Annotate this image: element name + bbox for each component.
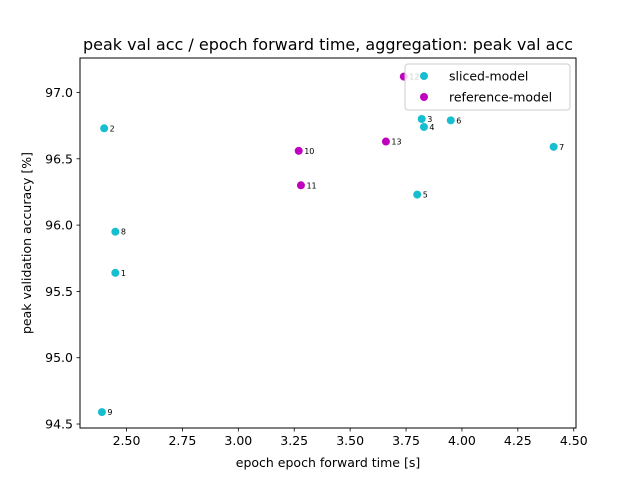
data-point [419, 122, 428, 131]
x-tick-label: 3.00 [224, 433, 252, 448]
y-axis-label: peak validation accuracy [%] [19, 152, 34, 334]
x-tick-label: 2.50 [113, 433, 141, 448]
x-tick-label: 4.50 [560, 433, 588, 448]
plot-frame [79, 57, 577, 429]
data-point-label: 2 [110, 124, 115, 133]
data-point-label: 8 [121, 228, 126, 237]
legend-box [404, 63, 571, 111]
data-point [417, 115, 426, 124]
data-point-label: 7 [559, 143, 564, 152]
x-tick-label: 2.75 [168, 433, 196, 448]
x-tick-label: 4.00 [448, 433, 476, 448]
data-point [296, 181, 305, 190]
y-axis: 94.5 95.0 95.5 96.0 96.5 97.0 [45, 85, 80, 432]
legend-marker [420, 93, 428, 101]
data-point [381, 137, 390, 146]
data-point-label: 1 [121, 269, 126, 278]
x-tick-label: 3.50 [336, 433, 364, 448]
y-tick-label: 94.5 [45, 417, 73, 432]
data-point-label: 11 [306, 181, 316, 190]
y-tick-label: 96.0 [45, 218, 73, 233]
y-tick-label: 95.5 [45, 284, 73, 299]
data-point [549, 142, 558, 151]
legend-label: reference-model [449, 90, 552, 105]
data-point-label: 3 [427, 115, 432, 124]
x-tick-label: 4.25 [504, 433, 532, 448]
data-point-label: 9 [107, 408, 112, 417]
data-point-label: 6 [456, 116, 461, 125]
y-tick-label: 97.0 [45, 85, 73, 100]
data-point [100, 124, 109, 133]
data-point-label: 4 [429, 123, 434, 132]
data-point [294, 146, 303, 155]
data-point [413, 190, 422, 199]
y-tick-label: 96.5 [45, 151, 73, 166]
data-point [446, 116, 455, 125]
data-point [111, 268, 120, 277]
data-point [97, 408, 106, 417]
x-axis-label: epoch epoch forward time [s] [236, 455, 420, 470]
data-point [111, 227, 120, 236]
data-point-label: 5 [423, 191, 428, 200]
data-point-label: 10 [304, 147, 314, 156]
x-axis: 2.50 2.75 3.00 3.25 3.50 3.75 4.00 4.25 4.50 [113, 428, 588, 448]
x-tick-label: 3.75 [392, 433, 420, 448]
legend-marker [420, 72, 428, 80]
chart-title: peak val acc / epoch forward time, aggre… [83, 35, 573, 54]
points-layer: 12345678910111213 [97, 72, 564, 417]
legend-label: sliced-model [449, 69, 528, 84]
x-tick-label: 3.25 [280, 433, 308, 448]
data-point-label: 13 [391, 138, 401, 147]
y-tick-label: 95.0 [45, 350, 73, 365]
legend: sliced-model reference-model [404, 63, 571, 111]
